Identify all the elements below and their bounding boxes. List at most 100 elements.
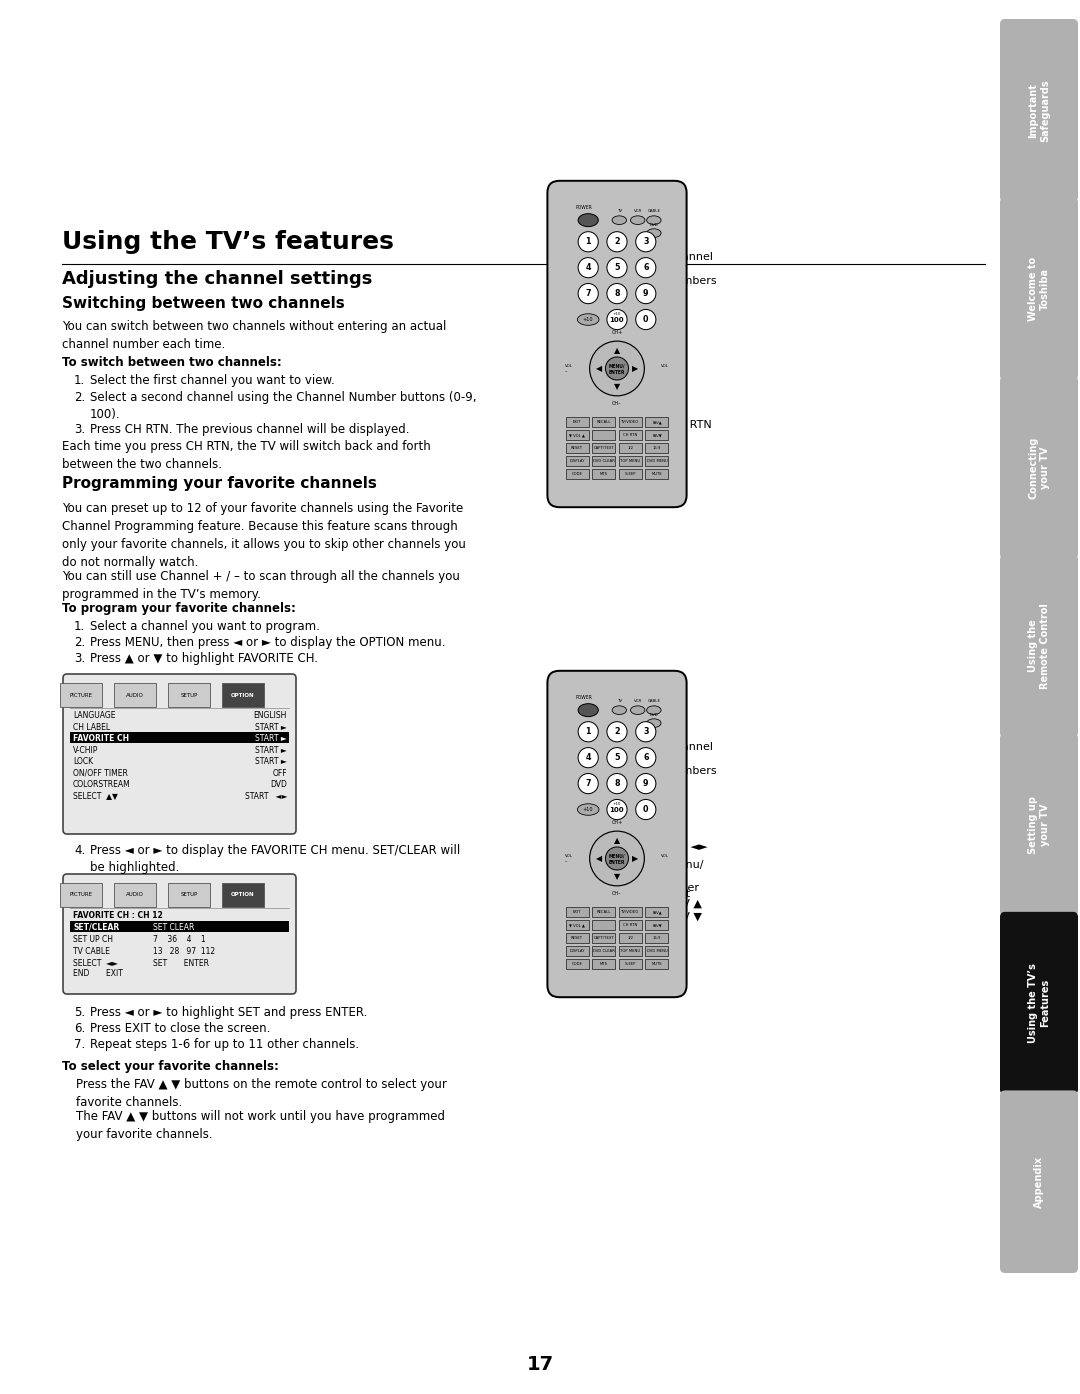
Text: CODE: CODE [571,473,582,475]
Bar [592,470,616,478]
Text: Select a second channel using the Channel Number buttons (0-9,
100).: Select a second channel using the Channe… [90,390,476,421]
FancyBboxPatch shape [1000,555,1078,737]
Bar [646,470,669,478]
Ellipse shape [578,213,598,227]
Text: PICTURE: PICTURE [69,693,93,697]
Circle shape [607,231,627,252]
Text: Repeat steps 1-6 for up to 11 other channels.: Repeat steps 1-6 for up to 11 other chan… [90,1039,360,1051]
Text: TV/VIDEO: TV/VIDEO [621,910,639,914]
Circle shape [607,799,627,820]
Text: OPTION: OPTION [231,892,255,898]
Text: SLEEP: SLEEP [624,962,636,966]
Circle shape [606,848,629,870]
Text: MUTE: MUTE [651,473,662,475]
Ellipse shape [631,705,645,715]
Circle shape [607,774,627,793]
Text: Enter: Enter [670,882,700,894]
Circle shape [578,722,598,742]
Bar [619,417,642,427]
Text: ▲: ▲ [613,836,620,845]
Bar [566,417,589,427]
FancyBboxPatch shape [548,671,687,997]
Text: DVD: DVD [649,714,658,718]
Text: CABLE: CABLE [647,698,660,703]
Text: 1/2: 1/2 [627,935,633,940]
Ellipse shape [631,216,645,224]
Text: Press ◄ or ► to display the FAVORITE CH menu. SET/CLEAR will
be highlighted.: Press ◄ or ► to display the FAVORITE CH … [90,843,460,874]
Text: VOL: VOL [661,853,669,857]
Text: DVD MENU: DVD MENU [647,949,667,953]
Text: START   ◄►: START ◄► [245,792,287,800]
Text: FAVORITE CH: FAVORITE CH [73,735,130,743]
Ellipse shape [578,704,598,717]
Text: 8: 8 [615,289,620,298]
Bar [114,882,156,907]
Text: 5: 5 [615,263,620,272]
Text: Press the FAV ▲ ▼ buttons on the remote control to select your
favorite channels: Press the FAV ▲ ▼ buttons on the remote … [76,1078,447,1110]
Text: AUDIO: AUDIO [126,892,144,898]
Bar [566,959,589,969]
Text: CH+: CH+ [611,330,623,335]
Text: ◀: ◀ [596,855,603,863]
Text: 1: 1 [585,728,591,736]
Text: –: – [565,369,568,374]
FancyBboxPatch shape [1000,20,1078,202]
Text: 3.: 3. [75,652,85,665]
Text: 4: 4 [585,263,591,272]
Text: Exit: Exit [670,889,691,899]
Text: LOCK: LOCK [73,757,93,765]
Ellipse shape [647,705,661,715]
Text: CH+: CH+ [611,820,623,825]
Text: Welcome to
Toshiba: Welcome to Toshiba [1028,256,1050,321]
Text: Using the
Remote Control: Using the Remote Control [1028,604,1050,689]
Text: EXIT: EXIT [572,420,581,424]
Text: CH RTN: CH RTN [623,923,637,927]
Text: You can still use Channel + / – to scan through all the channels you
programmed : You can still use Channel + / – to scan … [62,570,460,601]
Text: ▶: ▶ [632,855,638,863]
Text: SET UP CH: SET UP CH [73,935,113,944]
Text: FAV▲: FAV▲ [652,420,662,424]
Bar [566,470,589,478]
Text: To program your favorite channels:: To program your favorite channels: [62,602,296,615]
Text: 1/2: 1/2 [627,446,633,450]
Text: 2.: 2. [75,636,85,650]
Bar [592,947,616,956]
Text: FAV▼: FAV▼ [652,434,662,438]
Bar [619,907,642,917]
Text: DISPLAY: DISPLAY [569,949,585,953]
Text: DVD CLEAR: DVD CLEAR [593,949,615,953]
Text: 0: 0 [643,315,649,323]
Text: +10: +10 [612,802,621,806]
Bar [592,443,616,453]
Circle shape [636,283,656,304]
Text: Press EXIT to close the screen.: Press EXIT to close the screen. [90,1022,270,1034]
Text: +10: +10 [612,312,621,316]
Text: DVD: DVD [649,223,658,227]
Text: 13   28   97  112: 13 28 97 112 [153,947,215,956]
Ellipse shape [647,216,661,224]
Text: FAV▲: FAV▲ [652,910,662,914]
Bar [566,947,589,956]
Bar [619,920,642,930]
Text: You can switch between two channels without entering an actual
channel number ea: You can switch between two channels with… [62,321,446,351]
Text: 7.: 7. [75,1039,85,1051]
Text: START ►: START ► [255,735,287,743]
Circle shape [607,309,627,329]
Bar [114,683,156,707]
Bar [646,443,669,453]
Ellipse shape [647,719,661,728]
Text: FAV ▼: FAV ▼ [670,912,702,921]
Ellipse shape [612,216,626,224]
Text: Using the TV’s
Features: Using the TV’s Features [1028,963,1050,1043]
Text: VOL: VOL [565,853,573,857]
Bar [646,456,669,466]
Text: ◀: ◀ [596,364,603,374]
Text: 6: 6 [643,753,649,763]
Text: 9: 9 [643,289,649,298]
Text: Programming your favorite channels: Programming your favorite channels [62,475,377,491]
Text: 2: 2 [615,237,620,247]
Text: FAV ▲: FAV ▲ [670,899,702,909]
Text: CH RTN: CH RTN [670,420,712,431]
Text: SETUP: SETUP [180,892,198,898]
Text: START ►: START ► [255,722,287,732]
